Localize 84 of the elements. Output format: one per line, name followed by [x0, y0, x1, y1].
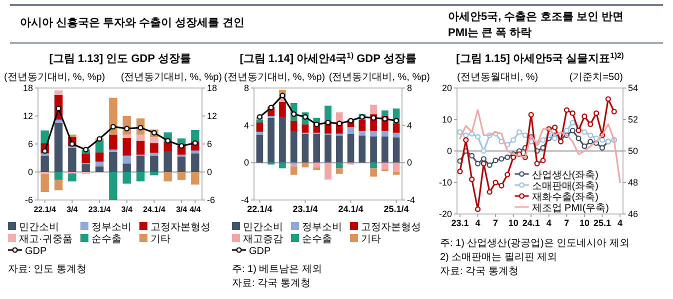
- x-tick-label: 22.1/4: [247, 204, 272, 214]
- x-tick-label: 3/4: [176, 205, 188, 214]
- y2-axis-title: (전년동기대비, %, %p): [120, 72, 222, 83]
- legend-label: 재화수출(좌축): [532, 192, 598, 203]
- y2-tick-label: 8: [407, 83, 412, 93]
- x-tick-label: 3/4: [66, 205, 78, 214]
- y-axis-title: (전년동기대비, %, %p): [224, 72, 326, 83]
- x-tick-label: 24.1/4: [338, 204, 364, 214]
- x-tick-label: 7: [493, 218, 498, 228]
- x-tick-label: 22.1/4: [34, 205, 56, 214]
- x-tick-label: 23.1/4: [292, 204, 318, 214]
- text: 자료: 각국 통계청: [440, 266, 518, 277]
- text: 자료: 각국 통계청: [232, 278, 310, 289]
- legend-label: 제조업 PMI(우축): [532, 203, 609, 214]
- legend-label: 민간소비: [19, 222, 59, 233]
- x-tick-label: 10: [508, 218, 518, 228]
- y2-tick-label: 18: [207, 83, 218, 93]
- legend-label: 기타: [361, 234, 381, 245]
- legend-label: GDP: [25, 246, 47, 257]
- y-tick-label: 10: [442, 114, 452, 124]
- y-tick-label: -4: [240, 195, 249, 205]
- legend-label: 소매판매(좌축): [532, 181, 598, 192]
- x-tick-label: 3/4: [121, 205, 133, 214]
- chart-title: [그림 1.15] 아세안5국 실물지표$^{1)2)}$: [456, 50, 624, 65]
- text: 주: 1) 베트남은 제외: [232, 264, 322, 275]
- y-tick-label: 0: [244, 158, 249, 168]
- y2-axis-title: (전년동기대비, %, %p): [328, 72, 430, 83]
- chart-subtitle: 아세안5국, 수출은 호조를 보인 반면 PMI는 큰 폭 하락: [448, 11, 624, 39]
- y2-tick-label: 6: [207, 139, 212, 149]
- text: 2) 소매판매는 필리핀 제외: [440, 252, 558, 263]
- y-tick-label: 4: [244, 120, 249, 130]
- y-tick-label: -10: [438, 178, 452, 188]
- legend-label: 재고·귀중품: [19, 234, 72, 245]
- text: 자료: 인도 통계청: [8, 264, 86, 275]
- legend-label: 정부소비: [91, 222, 132, 233]
- y2-axis-title: (기준치=50): [569, 72, 623, 83]
- y-tick-label: -20: [438, 209, 452, 219]
- chart-title: [그림 1.14] 아세안4국$^{1)}$ GDP 성장률: [240, 50, 416, 65]
- y-tick-label: 12: [22, 111, 33, 121]
- x-tick-label: 25.1/4: [384, 204, 409, 214]
- x-tick-label: 4: [618, 218, 623, 228]
- x-tick-label: 7: [564, 218, 570, 228]
- legend-label: 민간소비: [243, 222, 283, 233]
- y2-tick-label: 48: [628, 178, 638, 188]
- y2-tick-label: 50: [628, 146, 638, 156]
- x-tick-label: 4: [475, 218, 480, 228]
- x-tick-label: 24.1/4: [143, 205, 166, 214]
- y2-tick-label: 4: [407, 120, 412, 130]
- chart-title: [그림 1.13] 인도 GDP 성장률: [49, 53, 191, 65]
- legend-label: 산업생산(좌축): [532, 170, 598, 181]
- y2-tick-label: -6: [207, 195, 216, 205]
- y-axis-title: (전년동기대비, %, %p): [4, 72, 106, 83]
- y-axis-title: (전년동월대비, %): [457, 72, 538, 83]
- y-tick-label: 18: [22, 83, 33, 93]
- legend-label: 고정자본형성: [361, 222, 421, 233]
- x-tick-label: 4/4: [190, 205, 202, 214]
- y2-tick-label: -4: [407, 195, 416, 205]
- legend-label: 기타: [150, 234, 170, 245]
- x-tick-label: 4: [546, 218, 552, 228]
- x-tick-label: 24.1: [522, 218, 540, 228]
- y2-tick-label: 12: [207, 111, 218, 121]
- y2-tick-label: 0: [207, 167, 212, 177]
- y-tick-label: 0: [28, 167, 33, 177]
- legend-label: 정부소비: [302, 222, 342, 233]
- y-tick-label: 20: [442, 83, 452, 93]
- chart-subtitle: 아시아 신흥국은 투자와 수출이 성장세를 견인: [20, 17, 244, 29]
- y2-tick-label: 52: [628, 114, 638, 124]
- legend-label: 순수출: [91, 234, 122, 245]
- y-tick-label: 0: [446, 146, 452, 156]
- legend-label: 고정자본형성: [150, 222, 210, 233]
- y2-tick-label: 0: [407, 158, 412, 168]
- y-tick-label: 8: [244, 83, 249, 93]
- y-tick-label: 6: [28, 139, 33, 149]
- text: 주: 1) 산업생산(광공업)은 인도네시아 제외: [440, 238, 630, 249]
- x-tick-label: 25.1: [593, 218, 612, 228]
- legend-label: 재고증감: [243, 234, 283, 245]
- y2-tick-label: 46: [628, 209, 638, 219]
- legend-label: GDP: [249, 246, 271, 257]
- y-tick-label: -6: [24, 195, 33, 205]
- x-tick-label: 23.1/4: [88, 205, 112, 214]
- x-tick-label: 10: [579, 218, 590, 228]
- x-tick-label: 23.1: [451, 218, 469, 228]
- legend-label: 순수출: [302, 234, 332, 245]
- y2-tick-label: 54: [628, 83, 638, 93]
